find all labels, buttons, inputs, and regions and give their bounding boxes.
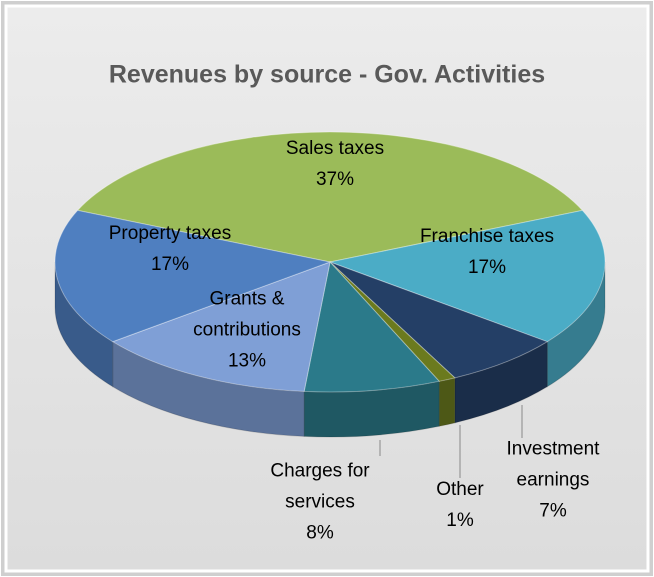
leader-lines <box>379 405 523 478</box>
slice <box>111 261 331 392</box>
slice-value: 13% <box>227 350 267 372</box>
slice-value: 7% <box>539 500 567 522</box>
slice-value: 17% <box>467 257 507 278</box>
slice <box>76 131 584 263</box>
slice <box>328 209 606 343</box>
slice-side <box>438 377 456 427</box>
slice-value: 17% <box>150 254 190 275</box>
slice-name: Grants & contributions <box>193 288 301 341</box>
data-label: Charges for services 8% <box>255 456 385 549</box>
slice-name: Franchise taxes <box>419 226 555 247</box>
data-label: Sales taxes 37% <box>235 133 435 195</box>
chart-title: Revenues by source - Gov. Activities <box>109 61 545 89</box>
slice-name: Charges for services <box>270 460 370 513</box>
slice-value: 37% <box>315 169 355 190</box>
slice-name: Investment earnings <box>506 438 600 491</box>
data-label: Grants & contributions 13% <box>177 284 317 377</box>
data-label: Property taxes 17% <box>75 218 265 280</box>
slice-value: 1% <box>446 510 474 531</box>
slice <box>329 261 456 382</box>
slice-name: Sales taxes <box>285 138 385 159</box>
slice <box>303 260 441 393</box>
pie <box>54 131 606 438</box>
slice-name: Property taxes <box>108 223 232 244</box>
data-label: Franchise taxes 17% <box>387 221 587 283</box>
data-label: Investment earnings 7% <box>491 434 616 527</box>
slice <box>54 209 332 343</box>
slice <box>329 261 549 379</box>
data-label: Other 1% <box>420 474 500 536</box>
slice-name: Other <box>436 479 484 500</box>
slice-value: 8% <box>306 522 334 544</box>
